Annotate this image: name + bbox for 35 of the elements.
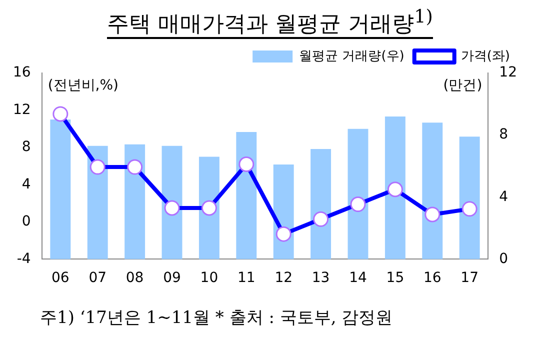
x-tick-label: 07 [88, 270, 107, 286]
bar [310, 149, 332, 260]
x-tick-label: 15 [386, 270, 404, 286]
y-tick-label: 4 [22, 176, 31, 192]
bar [384, 116, 406, 260]
x-tick-label: 12 [274, 270, 293, 286]
x-tick-label: 16 [423, 270, 442, 286]
bar [50, 120, 71, 260]
legend-label: 가격(좌) [460, 48, 510, 64]
y2-tick-label: 4 [499, 188, 508, 205]
bar [459, 136, 480, 260]
x-tick-label: 10 [200, 270, 218, 286]
x-tick-label: 17 [460, 270, 478, 286]
annotation: (만건) [443, 78, 482, 94]
bar [348, 128, 368, 260]
annotation: (전년비,%) [48, 78, 118, 94]
y2-tick-label: 0 [499, 250, 508, 267]
y-tick-label: 0 [22, 214, 31, 230]
x-tick-label: 09 [163, 270, 181, 286]
y2-tick-label: 12 [499, 64, 518, 81]
x-tick-label: 06 [52, 270, 70, 286]
y-tick-label: -4 [16, 250, 31, 267]
y-tick-label: 16 [12, 64, 31, 81]
y2-tick-label: 8 [499, 126, 508, 143]
legend-label: 월평균 거래량(우) [299, 48, 404, 64]
x-tick-label: 14 [349, 270, 367, 286]
x-tick-label: 11 [237, 270, 256, 286]
bar [124, 144, 146, 260]
text: 주1) ‘17년은 1~11월 * 출처 : 국토부, 감정원 [39, 307, 394, 329]
chart-title: 주택 매매가격과 월평균 거래량$^{1)}$ [107, 7, 433, 40]
y-tick-label: 8 [22, 139, 31, 156]
x-tick-label: 08 [126, 270, 144, 286]
bar [422, 122, 443, 260]
y-tick-label: 12 [12, 102, 31, 118]
x-tick-label: 13 [312, 270, 330, 286]
